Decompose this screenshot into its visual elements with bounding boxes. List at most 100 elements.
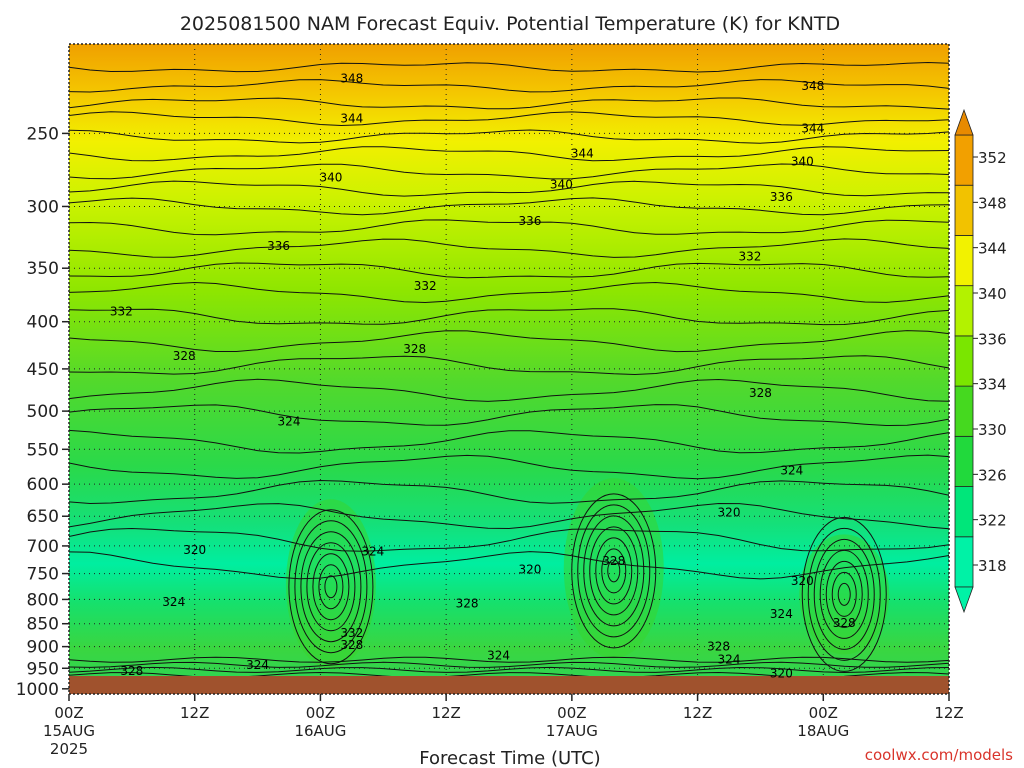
contour-label: 336 <box>770 190 793 204</box>
colorbar-segment <box>954 335 974 387</box>
contour-line <box>69 79 949 93</box>
x-tick-date: 18AUG <box>797 722 849 740</box>
plume-contour <box>825 560 863 628</box>
y-tick-label: 600 <box>27 475 59 495</box>
contour-label: 324 <box>718 652 741 666</box>
plume-contour <box>288 509 374 665</box>
colorbar: 318 322 326 330 334 336 340 344 348 352 <box>954 108 1007 614</box>
y-tick-label: 650 <box>27 507 59 527</box>
y-tick-label: 700 <box>27 537 59 557</box>
contour-label: 324 <box>770 607 793 621</box>
contour-line <box>69 429 949 454</box>
contour-label: 324 <box>780 464 803 478</box>
surface-contour <box>69 666 949 674</box>
colorbar-label: 348 <box>978 194 1007 212</box>
plume-contour <box>324 575 338 599</box>
contour-line <box>69 404 949 427</box>
plume-contour <box>831 571 857 617</box>
contour-label: 348 <box>801 79 824 93</box>
surface-contour <box>69 656 949 663</box>
contour-line <box>69 378 949 402</box>
colorbar-segment <box>954 184 974 236</box>
y-tick-label: 350 <box>27 259 59 279</box>
contour-label: 324 <box>278 414 301 428</box>
contour-label: 340 <box>550 177 573 191</box>
plume-contour <box>589 526 639 616</box>
contour-label: 336 <box>518 214 541 228</box>
y-tick-label: 800 <box>27 590 59 610</box>
contour-label: 320 <box>791 574 814 588</box>
y-tick-label: 550 <box>27 440 59 460</box>
x-tick-date: 16AUG <box>294 722 346 740</box>
y-tick-label: 300 <box>27 197 59 217</box>
contour-label: 332 <box>110 305 133 319</box>
plume-contour <box>577 504 651 638</box>
y-tick-label: 400 <box>27 313 59 333</box>
y-tick-label: 950 <box>27 659 59 679</box>
y-tick-label: 250 <box>27 124 59 144</box>
colorbar-bottom-arrow <box>954 586 974 614</box>
colorbar-label: 344 <box>978 240 1007 258</box>
contour-label: 320 <box>518 562 541 576</box>
contour-line <box>69 308 949 326</box>
contour-label: 320 <box>770 667 793 681</box>
contour-line <box>69 454 949 480</box>
y-tick-label: 450 <box>27 360 59 380</box>
colorbar-segment <box>954 536 974 588</box>
contour-line <box>69 97 949 110</box>
colorbar-label: 326 <box>978 466 1007 484</box>
colorbar-segment <box>954 435 974 487</box>
contour-line <box>69 551 949 580</box>
contour-label: 328 <box>833 616 856 630</box>
contour-label: 328 <box>403 342 426 356</box>
x-tick-date: 15AUG <box>43 722 95 740</box>
plume-contour <box>807 527 881 661</box>
x-axis-label: Forecast Time (UTC) <box>419 748 600 768</box>
contour-label: 332 <box>340 626 363 640</box>
contour-label: 332 <box>738 250 761 264</box>
plume-contour <box>837 582 851 606</box>
plume-contour <box>601 548 627 594</box>
credit-text: coolwx.com/models <box>865 746 1013 764</box>
x-tick-label: 00Z <box>809 704 838 722</box>
plume-contour <box>306 542 356 632</box>
x-tick-date: 17AUG <box>546 722 598 740</box>
x-tick-label: 00Z <box>557 704 586 722</box>
plume-contour <box>571 493 657 649</box>
surface-contour <box>69 661 949 668</box>
colorbar-label: 340 <box>978 285 1007 303</box>
plume-contour <box>595 537 633 605</box>
contour-line <box>69 197 949 216</box>
contour-label: 328 <box>120 664 143 678</box>
plume-fill <box>285 499 376 670</box>
plume-contour <box>819 549 869 639</box>
plot-frame <box>68 43 950 695</box>
contour-label: 344 <box>571 147 594 161</box>
contour-label: 324 <box>162 595 185 609</box>
plume-contour <box>813 538 875 650</box>
contour-label: 328 <box>173 349 196 363</box>
contour-line <box>69 262 949 279</box>
plume-contour <box>801 516 887 672</box>
plume-fill <box>799 534 890 655</box>
contour-label: 328 <box>749 386 772 400</box>
contour-label: 336 <box>267 239 290 253</box>
plume-contour <box>583 515 645 627</box>
contour-label: 320 <box>718 506 741 520</box>
contour-label: 332 <box>414 279 437 293</box>
contour-line <box>69 281 949 304</box>
contour-label: 328 <box>456 596 479 610</box>
x-tick-label: 12Z <box>934 704 963 722</box>
y-axis: 250 300 350 400 450 500 550 600 650 700 750 800 850 9… <box>16 124 69 700</box>
colorbar-label: 352 <box>978 149 1007 167</box>
colorbar-top-arrow <box>954 108 974 136</box>
colorbar-label: 334 <box>978 376 1007 394</box>
contour-line <box>69 111 949 127</box>
contour-label: 340 <box>319 170 342 184</box>
colorbar-segment <box>954 134 974 186</box>
contour-line <box>69 163 949 180</box>
x-tick-label: 00Z <box>306 704 335 722</box>
contour-line <box>69 238 949 258</box>
